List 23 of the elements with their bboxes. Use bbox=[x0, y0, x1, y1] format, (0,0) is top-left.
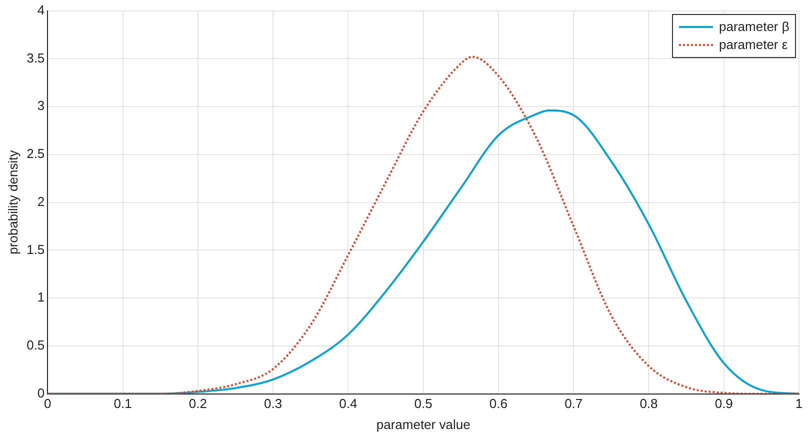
y-tick-label: 0 bbox=[37, 385, 45, 400]
y-tick-label: 4 bbox=[37, 2, 45, 18]
y-tick-label: 0.5 bbox=[26, 338, 45, 353]
x-tick-label: 0.2 bbox=[188, 396, 207, 412]
y-tick-label: 3.5 bbox=[26, 50, 45, 66]
x-tick-label: 0.7 bbox=[564, 396, 583, 412]
x-tick-label: 1 bbox=[795, 396, 803, 412]
x-tick-label: 0.5 bbox=[414, 396, 432, 412]
x-tick-label: 0.4 bbox=[339, 396, 358, 412]
x-tick-label: 0.1 bbox=[114, 396, 132, 412]
x-tick-label: 0.9 bbox=[714, 396, 733, 412]
y-tick-label: 3 bbox=[37, 98, 45, 114]
y-tick-label: 2.5 bbox=[26, 146, 45, 162]
y-tick-label: 1 bbox=[37, 290, 45, 305]
legend-label: parameter ε bbox=[719, 36, 788, 54]
x-tick-label: 0.3 bbox=[264, 396, 282, 412]
x-tick-label: 0.8 bbox=[640, 396, 658, 412]
x-tick-label: 0.6 bbox=[489, 396, 508, 412]
y-tick-label: 2 bbox=[37, 194, 45, 209]
legend-label: parameter β bbox=[719, 18, 790, 36]
y-axis-title: probability density bbox=[5, 150, 20, 254]
y-tick-label: 1.5 bbox=[26, 242, 45, 257]
x-axis-title: parameter value bbox=[376, 416, 470, 432]
